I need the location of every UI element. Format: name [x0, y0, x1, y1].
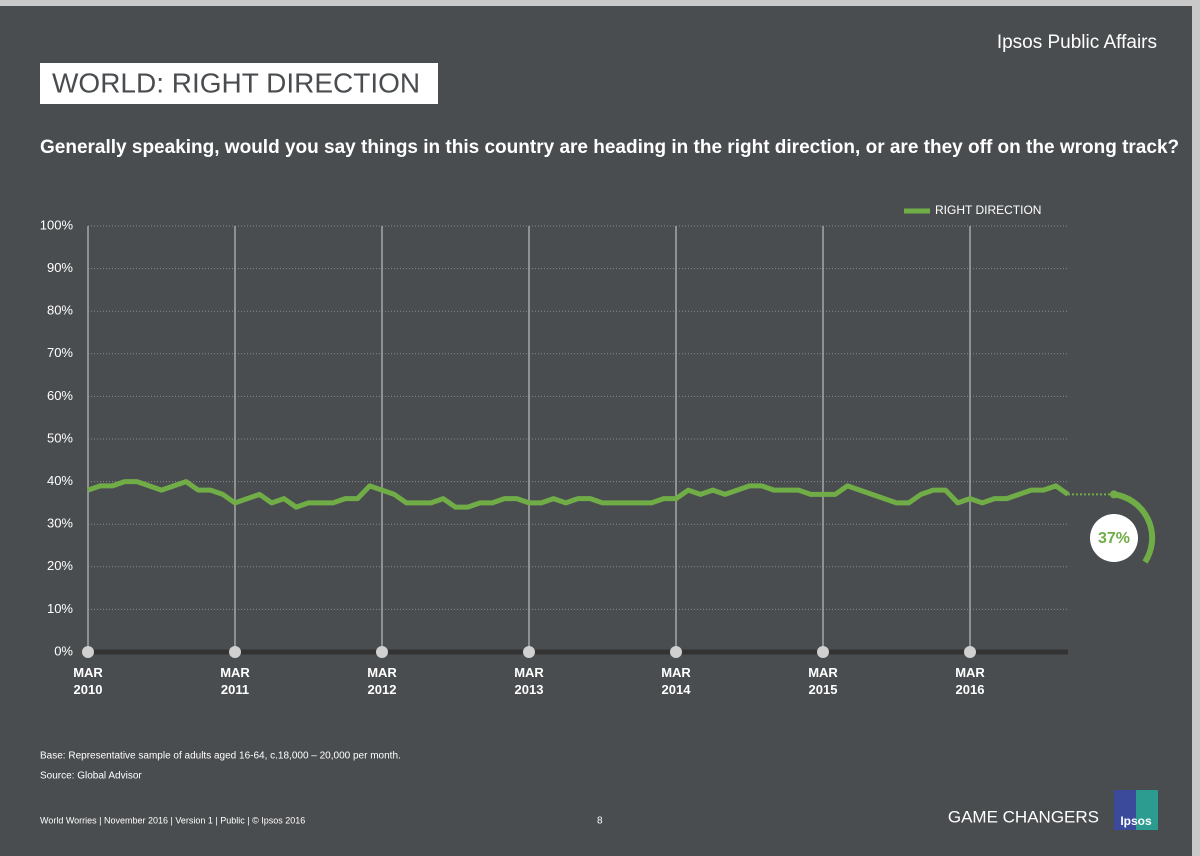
question: Generally speaking, would you say things…	[40, 137, 1179, 158]
x-tick-mark	[82, 646, 94, 658]
x-tick-mark	[817, 646, 829, 658]
series-line	[87, 479, 1070, 510]
logo-part	[1114, 790, 1136, 830]
y-tick-label: 40%	[47, 473, 73, 488]
x-tick-label: MAR 2011	[220, 665, 250, 697]
footer-info: World Worries | November 2016 | Version …	[40, 815, 305, 825]
y-tick-label: 50%	[47, 430, 73, 445]
page-number: 8	[597, 816, 603, 827]
y-tick-label: 20%	[47, 558, 73, 573]
x-tick-label: MAR 2010	[73, 665, 103, 697]
x-tick-mark	[376, 646, 388, 658]
brand: Ipsos Public Affairs	[997, 32, 1157, 53]
x-tick-mark	[523, 646, 535, 658]
x-tick-mark	[229, 646, 241, 658]
x-tick-label: MAR 2015	[808, 665, 838, 697]
title-box	[40, 63, 438, 104]
y-tick-label: 30%	[47, 516, 73, 531]
y-tick-label: 70%	[47, 345, 73, 360]
y-tick-label: 90%	[47, 260, 73, 275]
title: WORLD: RIGHT DIRECTION	[52, 67, 420, 98]
callout-arc	[1113, 491, 1156, 564]
y-tick-label: 0%	[54, 643, 73, 658]
callout-label: 37%	[1098, 530, 1130, 547]
x-tick-label: MAR 2013	[514, 665, 544, 697]
source-note: Source: Global Advisor	[40, 771, 142, 782]
x-tick-mark	[964, 646, 976, 658]
tagline: GAME CHANGERS	[948, 807, 1099, 826]
logo-text: Ipsos	[1120, 814, 1152, 828]
right-edge	[1192, 0, 1200, 856]
top-edge	[0, 0, 1200, 6]
y-tick-label: 80%	[47, 303, 73, 318]
y-tick-label: 10%	[47, 601, 73, 616]
x-tick-label: MAR 2016	[955, 665, 985, 697]
callout-circle	[1090, 514, 1138, 562]
legend-label: RIGHT DIRECTION	[935, 203, 1041, 217]
x-tick-label: MAR 2014	[661, 665, 691, 697]
x-tick-label: MAR 2012	[367, 665, 397, 697]
base-note: Base: Representative sample of adults ag…	[40, 751, 401, 762]
x-tick-mark	[670, 646, 682, 658]
y-tick-label: 100%	[40, 217, 74, 232]
y-tick-label: 60%	[47, 388, 73, 403]
